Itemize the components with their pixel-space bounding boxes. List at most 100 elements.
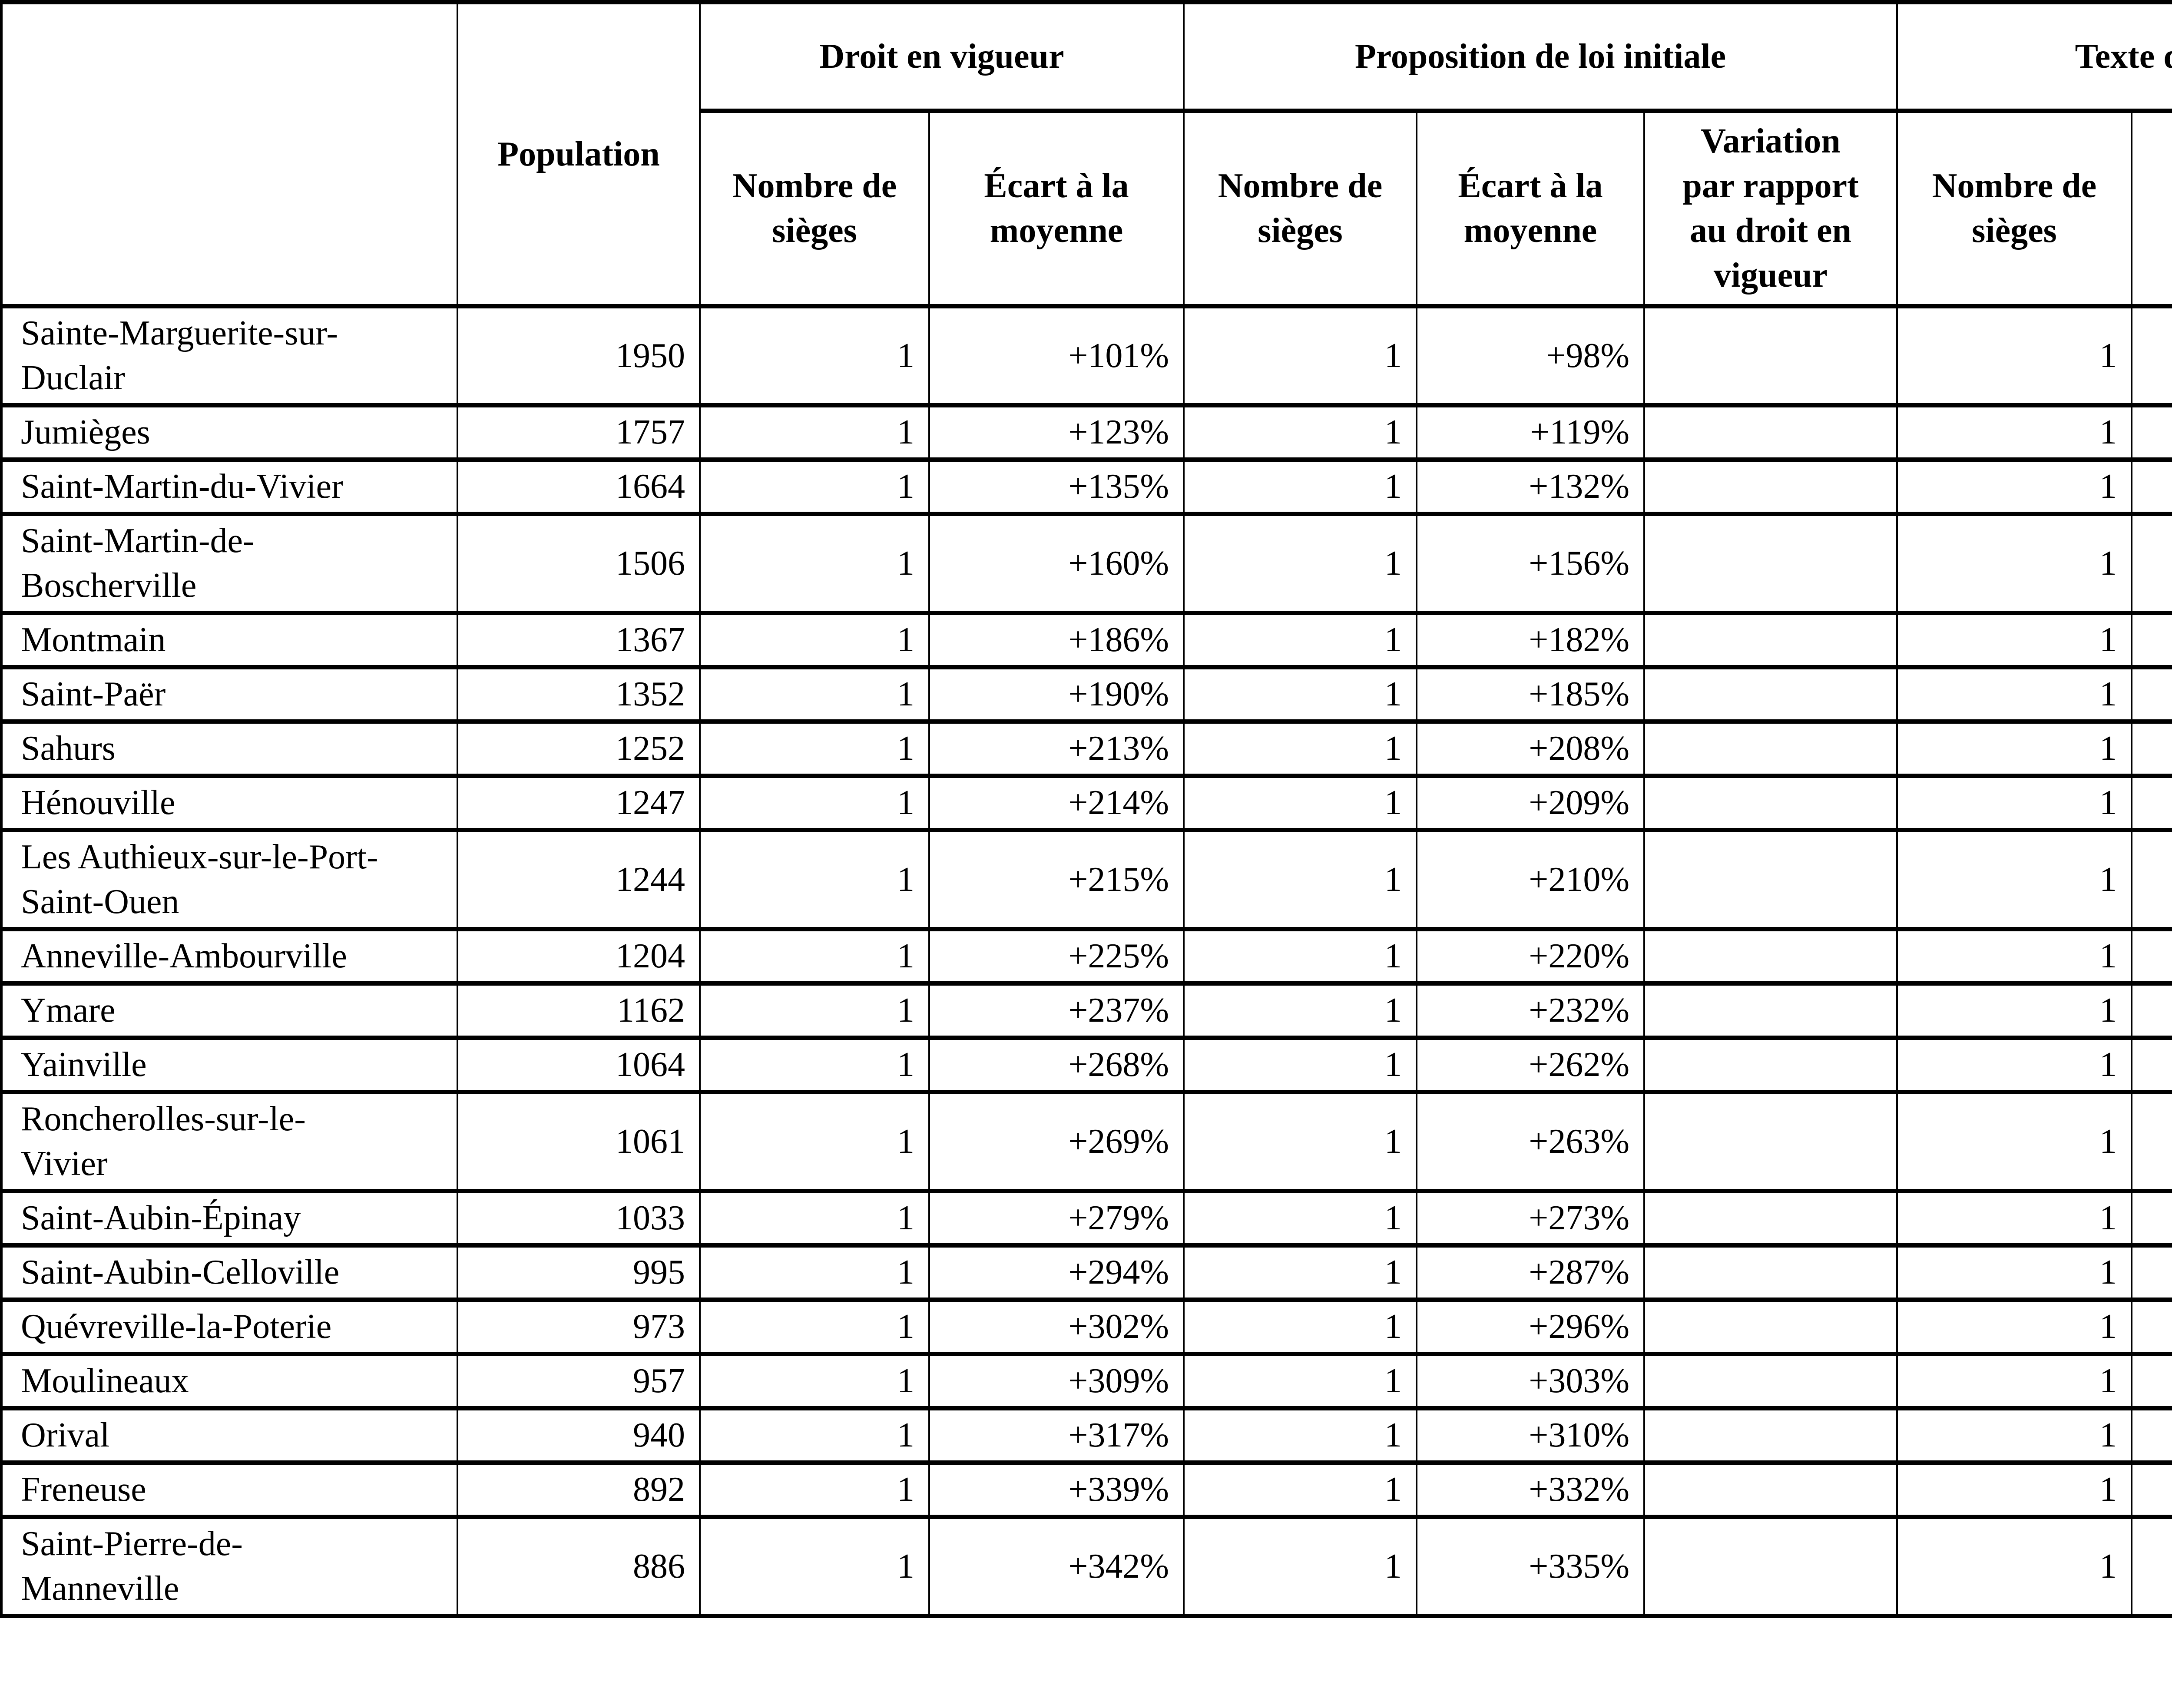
table-row: Sahurs 1252 1 +213% 1 +208% 1 +181% (0, 719, 2172, 778)
pl-variation-cell (1643, 1352, 1898, 1410)
tc-ecart-moyenne-cell: +295% (2131, 1460, 2172, 1519)
tc-ecart-moyenne-cell: +232% (2131, 1090, 2172, 1193)
table-row: Anneville-Ambourville 1204 1 +225% 1 +22… (0, 927, 2172, 986)
pl-nombre-sieges-cell: 1 (1183, 1036, 1417, 1094)
pl-ecart-moyenne-cell: +132% (1416, 457, 1645, 516)
pl-variation-cell (1643, 611, 1898, 669)
tc-nombre-sieges-cell: 1 (1896, 1515, 2133, 1618)
population-cell: 1252 (457, 719, 701, 778)
pl-variation-cell (1643, 403, 1898, 462)
pl-variation-cell (1643, 304, 1898, 407)
tc-nombre-sieges-cell: 1 (1896, 828, 2133, 931)
population-cell: 886 (457, 1515, 701, 1618)
pl-variation-cell (1643, 1090, 1898, 1193)
pl-nombre-sieges-cell: 1 (1183, 828, 1417, 931)
tc-ecart-moyenne-cell: +231% (2131, 1036, 2172, 1094)
dv-ecart-moyenne-cell: +190% (928, 665, 1185, 724)
dv-nombre-sieges-cell: 1 (699, 1406, 930, 1465)
pl-variation-cell (1643, 512, 1898, 615)
tc-nombre-sieges-cell: 1 (1896, 1406, 2133, 1465)
pl-variation-cell (1643, 719, 1898, 778)
table-row: Freneuse 892 1 +339% 1 +332% 1 +295% (0, 1460, 2172, 1519)
dv-ecart-moyenne-cell: +268% (928, 1036, 1185, 1094)
commune-name-cell: Orival (0, 1406, 458, 1465)
pl-ecart-moyenne-cell: +220% (1416, 927, 1645, 986)
commune-name-cell: Sahurs (0, 719, 458, 778)
dv-nombre-sieges-cell: 1 (699, 774, 930, 832)
table-row: Saint-Martin-de- Boscherville 1506 1 +16… (0, 512, 2172, 615)
table-row: Roncherolles-sur-le- Vivier 1061 1 +269%… (0, 1090, 2172, 1193)
pl-ecart-moyenne-cell: +209% (1416, 774, 1645, 832)
pl-variation-cell (1643, 828, 1898, 931)
pl-nombre-sieges-cell: 1 (1183, 719, 1417, 778)
tc-nombre-sieges-cell: 1 (1896, 457, 2133, 516)
dv-nombre-sieges-cell: 1 (699, 1243, 930, 1302)
tc-ecart-moyenne-cell: +160% (2131, 665, 2172, 724)
dv-nombre-sieges-cell: 1 (699, 457, 930, 516)
tc-ecart-moyenne-cell: +81% (2131, 304, 2172, 407)
pl-variation-cell (1643, 1298, 1898, 1356)
commune-name-cell: Anneville-Ambourville (0, 927, 458, 986)
subheader-dv-nombre-sieges: Nombre de sièges (699, 109, 930, 308)
pl-variation-cell (1643, 457, 1898, 516)
tc-ecart-moyenne-cell: +182% (2131, 774, 2172, 832)
subheader-tc-nombre-sieges: Nombre de sièges (1896, 109, 2133, 308)
subheader-pl-variation: Variation par rapport au droit en vigueu… (1643, 109, 1898, 308)
table-body: Sainte-Marguerite-sur- Duclair 1950 1 +1… (0, 304, 2172, 1618)
commune-name-cell: Saint-Aubin-Épinay (0, 1189, 458, 1248)
tc-ecart-moyenne-cell: +254% (2131, 1243, 2172, 1302)
tc-nombre-sieges-cell: 1 (1896, 512, 2133, 615)
dv-ecart-moyenne-cell: +309% (928, 1352, 1185, 1410)
dv-ecart-moyenne-cell: +101% (928, 304, 1185, 407)
dv-ecart-moyenne-cell: +269% (928, 1090, 1185, 1193)
pl-variation-cell (1643, 1460, 1898, 1519)
pl-variation-cell (1643, 1036, 1898, 1094)
dv-nombre-sieges-cell: 1 (699, 611, 930, 669)
dv-ecart-moyenne-cell: +294% (928, 1243, 1185, 1302)
pl-nombre-sieges-cell: 1 (1183, 403, 1417, 462)
pl-nombre-sieges-cell: 1 (1183, 1460, 1417, 1519)
dv-ecart-moyenne-cell: +339% (928, 1460, 1185, 1519)
dv-nombre-sieges-cell: 1 (699, 403, 930, 462)
pl-nombre-sieges-cell: 1 (1183, 1298, 1417, 1356)
pl-variation-cell (1643, 1406, 1898, 1465)
tc-ecart-moyenne-cell: +268% (2131, 1352, 2172, 1410)
tc-ecart-moyenne-cell: +100% (2131, 403, 2172, 462)
tc-nombre-sieges-cell: 1 (1896, 719, 2133, 778)
sub-header-row: Nombre de sièges Écart à la moyenne Nomb… (1, 109, 2172, 308)
table-row: Saint-Aubin-Épinay 1033 1 +279% 1 +273% … (0, 1189, 2172, 1248)
dv-ecart-moyenne-cell: +302% (928, 1298, 1185, 1356)
dv-ecart-moyenne-cell: +342% (928, 1515, 1185, 1618)
tc-nombre-sieges-cell: 1 (1896, 927, 2133, 986)
commune-name-cell: Saint-Aubin-Celloville (0, 1243, 458, 1302)
dv-ecart-moyenne-cell: +160% (928, 512, 1185, 615)
population-cell: 1247 (457, 774, 701, 832)
pl-ecart-moyenne-cell: +98% (1416, 304, 1645, 407)
commune-name-cell: Saint-Paër (0, 665, 458, 724)
subheader-pl-nombre-sieges: Nombre de sièges (1183, 109, 1417, 308)
table-row: Orival 940 1 +317% 1 +310% 1 +275% (0, 1406, 2172, 1465)
pl-nombre-sieges-cell: 1 (1183, 1406, 1417, 1465)
pl-variation-cell (1643, 1243, 1898, 1302)
commune-name-cell: Yainville (0, 1036, 458, 1094)
table-row: Yainville 1064 1 +268% 1 +262% 1 +231% (0, 1036, 2172, 1094)
table-row: Montmain 1367 1 +186% 1 +182% 1 +158% (0, 611, 2172, 669)
subheader-pl-ecart-moyenne: Écart à la moyenne (1416, 109, 1645, 308)
dv-ecart-moyenne-cell: +214% (928, 774, 1185, 832)
population-cell: 1950 (457, 304, 701, 407)
tc-nombre-sieges-cell: 1 (1896, 304, 2133, 407)
population-cell: 1061 (457, 1090, 701, 1193)
pl-ecart-moyenne-cell: +287% (1416, 1243, 1645, 1302)
table-row: Hénouville 1247 1 +214% 1 +209% 1 +182% (0, 774, 2172, 832)
commune-name-cell: Jumièges (0, 403, 458, 462)
commune-name-cell: Roncherolles-sur-le- Vivier (0, 1090, 458, 1193)
dv-nombre-sieges-cell: 1 (699, 304, 930, 407)
pl-ecart-moyenne-cell: +303% (1416, 1352, 1645, 1410)
corner-cell (0, 0, 458, 308)
population-cell: 1367 (457, 611, 701, 669)
dv-nombre-sieges-cell: 1 (699, 1515, 930, 1618)
pl-variation-cell (1643, 927, 1898, 986)
dv-ecart-moyenne-cell: +225% (928, 927, 1185, 986)
tc-nombre-sieges-cell: 1 (1896, 981, 2133, 1040)
commune-name-cell: Les Authieux-sur-le-Port- Saint-Ouen (0, 828, 458, 931)
